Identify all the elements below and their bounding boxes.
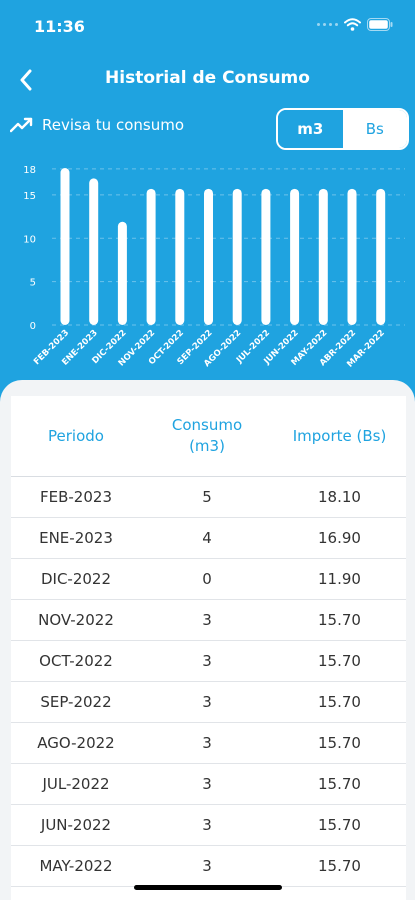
chevron-left-icon (20, 69, 32, 91)
table-row: NOV-2022 3 15.70 (11, 600, 406, 641)
chart-bar (318, 188, 328, 325)
y-tick-label: 18 (23, 165, 36, 176)
table-row: MAY-2022 3 15.70 (11, 846, 406, 887)
y-tick-label: 10 (23, 234, 36, 245)
trending-up-icon (10, 117, 33, 133)
cell-periodo: ENE-2023 (39, 529, 113, 547)
consumption-bar-chart: 05101518FEB-2023ENE-2023DIC-2022NOV-2022… (23, 165, 405, 370)
chart-bar (204, 188, 213, 325)
cell-consumo: 5 (202, 488, 212, 506)
table-body: FEB-2023 5 18.10 ENE-2023 4 16.90 DIC-2022 0 11.… (11, 477, 406, 900)
page-title: Historial de Consumo (105, 68, 310, 88)
status-icons (317, 18, 393, 31)
home-indicator (134, 885, 282, 890)
table-row: FEB-2023 5 18.10 (11, 477, 406, 518)
table-row: JUN-2022 3 15.70 (11, 805, 406, 846)
cell-periodo: FEB-2023 (40, 488, 112, 506)
cell-periodo: MAY-2022 (39, 857, 113, 875)
cell-consumo: 4 (202, 529, 212, 547)
cell-importe: 11.90 (318, 570, 361, 588)
y-tick-label: 15 (23, 191, 36, 202)
y-tick-label: 5 (30, 278, 36, 289)
header-importe: Importe (Bs) (292, 426, 387, 445)
cell-consumo: 3 (202, 693, 212, 711)
y-tick-label: 0 (30, 321, 36, 332)
unit-toggle: m3 Bs (276, 108, 409, 150)
cell-importe: 15.70 (318, 652, 361, 670)
cell-consumo: 3 (141, 898, 273, 900)
cell-consumo: 3 (202, 611, 212, 629)
history-table-card: Periodo Consumo (m3) Importe (Bs) FEB-20… (0, 380, 415, 900)
cell-importe: 15.70 (273, 898, 406, 900)
signal-icon (317, 23, 338, 26)
cell-consumo: 3 (202, 857, 212, 875)
trend-header: Revisa tu consumo (10, 116, 184, 134)
header-consumo: Consumo (m3) (141, 415, 273, 457)
toggle-m3[interactable]: m3 (278, 110, 343, 148)
chart-bar (290, 188, 300, 325)
toggle-bs[interactable]: Bs (342, 110, 407, 148)
history-table: Periodo Consumo (m3) Importe (Bs) FEB-20… (11, 396, 406, 900)
chart-bar (117, 221, 127, 325)
battery-icon (367, 18, 393, 31)
cell-importe: 18.10 (318, 488, 361, 506)
chart-bar (89, 178, 99, 325)
chart-bar (175, 188, 185, 325)
cell-periodo: DIC-2022 (40, 570, 112, 588)
header-consumo-label: Consumo (m3) (171, 416, 243, 455)
cell-importe: 16.90 (318, 529, 361, 547)
table-row: OCT-2022 3 15.70 (11, 641, 406, 682)
cell-periodo: ABR-2022 (11, 898, 141, 900)
cell-consumo: 3 (202, 734, 212, 752)
cell-periodo: JUN-2022 (40, 816, 112, 834)
chart-bar (347, 188, 357, 325)
back-button[interactable] (10, 64, 42, 96)
chart-bar (232, 188, 242, 325)
wifi-icon (344, 18, 361, 31)
cell-periodo: OCT-2022 (39, 652, 113, 670)
cell-importe: 15.70 (318, 775, 361, 793)
chart-bar (146, 188, 156, 325)
cell-periodo: AGO-2022 (37, 734, 115, 752)
cell-consumo: 0 (202, 570, 212, 588)
chart-bar (376, 188, 386, 325)
trend-label: Revisa tu consumo (42, 116, 184, 134)
cell-importe: 15.70 (318, 693, 361, 711)
cell-importe: 15.70 (318, 816, 361, 834)
table-row: ENE-2023 4 16.90 (11, 518, 406, 559)
cell-consumo: 3 (202, 775, 212, 793)
chart-bar (261, 188, 271, 325)
cell-periodo: JUL-2022 (42, 775, 110, 793)
cell-periodo: SEP-2022 (40, 693, 112, 711)
status-bar: 11:36 (0, 0, 415, 52)
table-row: DIC-2022 0 11.90 (11, 559, 406, 600)
header-periodo: Periodo (48, 426, 104, 445)
cell-periodo: NOV-2022 (38, 611, 114, 629)
table-row: AGO-2022 3 15.70 (11, 723, 406, 764)
table-row: SEP-2022 3 15.70 (11, 682, 406, 723)
table-row: JUL-2022 3 15.70 (11, 764, 406, 805)
cell-importe: 15.70 (318, 611, 361, 629)
cell-importe: 15.70 (318, 857, 361, 875)
table-header: Periodo Consumo (m3) Importe (Bs) (11, 396, 406, 477)
cell-consumo: 3 (202, 816, 212, 834)
nav-bar: Historial de Consumo (0, 58, 415, 102)
chart-bar (60, 168, 70, 325)
status-time: 11:36 (34, 17, 85, 36)
cell-importe: 15.70 (318, 734, 361, 752)
cell-consumo: 3 (202, 652, 212, 670)
